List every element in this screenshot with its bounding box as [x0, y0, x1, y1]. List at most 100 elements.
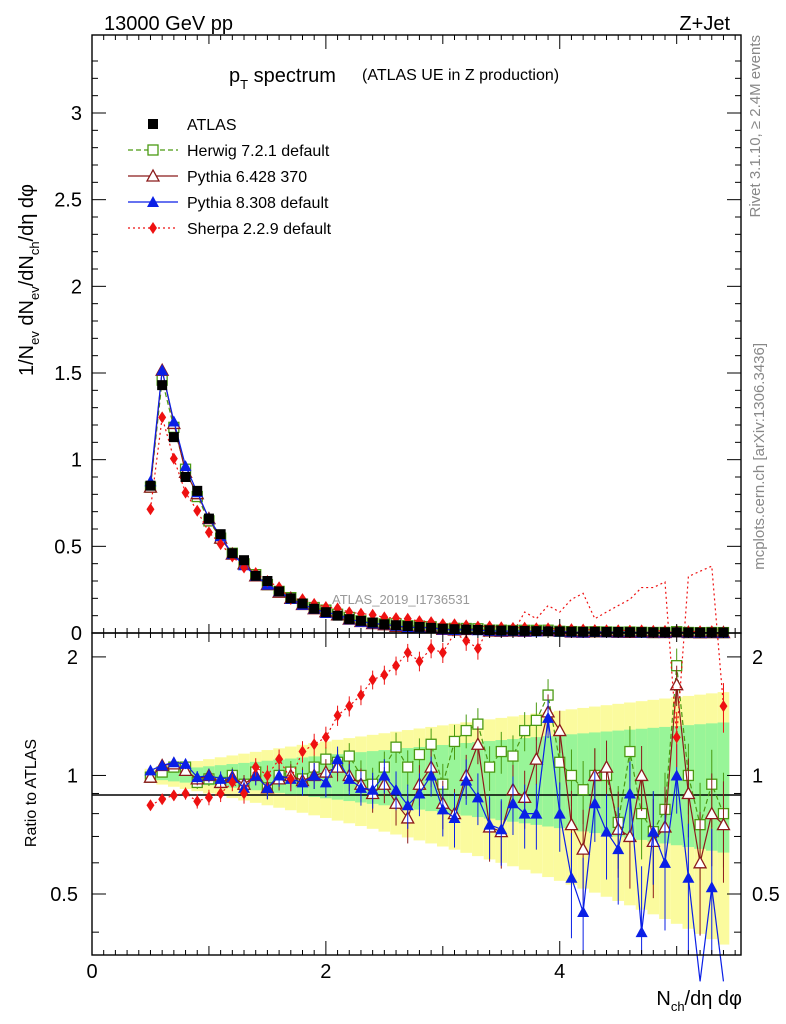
ratio-point [273, 769, 286, 781]
side-text-bottom: mcplots.cern.ch [arXiv:1306.3436] [751, 343, 768, 570]
ratio-point [612, 843, 625, 855]
ratio-point [144, 764, 157, 776]
ratio-point [343, 750, 355, 762]
main-point [167, 415, 180, 427]
main-y-axis-label: 1/Nev dNev/dNch/dη dφ [16, 184, 42, 376]
legend: ATLAS Herwig 7.2.1 default Pythia 6.428 37… [128, 117, 332, 238]
ratio-point [345, 700, 354, 713]
ratio-point [681, 786, 696, 800]
ratio-point [682, 871, 695, 883]
ratio-point [413, 787, 426, 799]
ratio-y-tick-label-right: 0.5 [752, 884, 780, 906]
ratio-point [462, 634, 471, 647]
ratio-point [600, 825, 613, 837]
ratio-point [672, 731, 681, 744]
ratio-point [425, 738, 437, 750]
ratio-point [193, 795, 202, 808]
ratio-point [483, 818, 496, 830]
ratio-y-axis-label: Ratio to ATLAS [23, 739, 40, 847]
atlas-point [192, 485, 203, 496]
ratio-point [719, 700, 728, 713]
ratio-point [438, 646, 447, 659]
ratio-point [366, 783, 379, 795]
ratio-line [150, 665, 725, 833]
ratio-point [519, 724, 531, 737]
ratio-point [577, 784, 589, 796]
ratio-point [647, 825, 660, 837]
atlas-point [157, 380, 168, 391]
ratio-point [240, 787, 249, 800]
atlas-point [250, 570, 261, 581]
ratio-point [448, 735, 461, 748]
ratio-point [554, 756, 566, 768]
ratio-point [564, 817, 579, 831]
band-green [495, 740, 508, 821]
main-point [193, 504, 202, 517]
atlas-point [227, 548, 238, 559]
ratio-point [354, 781, 367, 793]
ratio-point [470, 736, 485, 750]
ratio-point [319, 776, 332, 788]
ratio-point [599, 759, 614, 773]
atlas-point [414, 621, 425, 632]
ratio-point [169, 789, 178, 802]
ratio-point [460, 774, 473, 786]
atlas-point [297, 598, 308, 609]
x-tick-label: 2 [320, 961, 331, 983]
legend-marker [148, 119, 158, 129]
main-y-tick-label: 2 [71, 276, 82, 298]
ratio-point [380, 668, 389, 681]
atlas-point [168, 432, 179, 443]
ratio-point [495, 823, 508, 835]
ratio-point [623, 787, 636, 799]
main-y-tick-label: 0.5 [54, 536, 82, 558]
ratio-point [261, 781, 274, 793]
legend-label: Herwig 7.2.1 default [187, 143, 330, 160]
ratio-point [473, 642, 482, 655]
atlas-point [180, 472, 191, 482]
ratio-point [331, 753, 344, 765]
main-point [179, 460, 192, 472]
main-point [158, 411, 167, 424]
atlas-point [309, 603, 320, 614]
ratio-point [356, 689, 365, 702]
ratio-point [692, 855, 708, 869]
ratio-point [565, 871, 578, 883]
atlas-point [285, 593, 296, 604]
ratio-point [425, 769, 438, 781]
main-y-tick-label: 0 [71, 623, 82, 645]
ratio-point [275, 753, 284, 766]
ratio-point [518, 807, 531, 819]
ratio-point [216, 787, 225, 800]
main-point [216, 538, 225, 551]
ratio-point [296, 776, 309, 788]
main-y-tick-label: 2.5 [54, 190, 82, 212]
atlas-point [344, 614, 355, 625]
main-point [156, 364, 169, 376]
atlas-point [262, 576, 273, 586]
ratio-point [448, 811, 461, 823]
ratio-point [483, 761, 496, 773]
atlas-point [367, 617, 378, 628]
ratio-point [343, 772, 356, 784]
ratio-point [436, 803, 449, 815]
main-point [146, 503, 155, 516]
band-green [168, 769, 180, 782]
ratio-point [413, 748, 426, 761]
legend-marker [147, 196, 159, 207]
ratio-point [427, 642, 436, 655]
main-y-tick-label: 1 [71, 450, 82, 472]
x-tick-label: 0 [86, 961, 97, 983]
legend-label: Pythia 6.428 370 [187, 169, 307, 186]
ratio-point [670, 769, 683, 781]
ratio-point [704, 806, 719, 820]
ratio-point [390, 741, 402, 753]
ratio-point [368, 673, 377, 686]
ratio-point [178, 763, 193, 777]
ratio-point [179, 757, 192, 769]
band-green [542, 736, 554, 827]
atlas-point [215, 529, 226, 540]
atlas-point [332, 610, 343, 621]
band-green [612, 730, 625, 837]
